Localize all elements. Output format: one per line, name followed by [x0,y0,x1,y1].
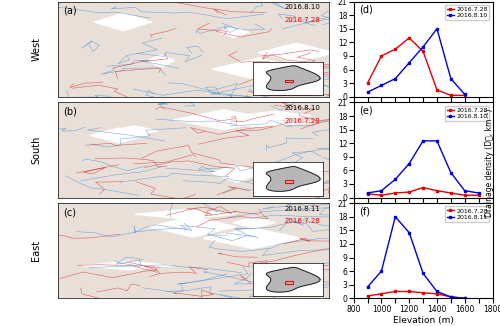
2016.8.10 [378,83,384,87]
Polygon shape [238,111,311,120]
Polygon shape [212,164,262,182]
2016.8.11 [434,289,440,293]
Polygon shape [203,228,302,248]
Polygon shape [147,55,174,67]
2016.8.10 [420,45,426,49]
2016.8.10 [406,162,412,166]
Polygon shape [111,126,158,136]
2016.7.28 [378,54,384,58]
2016.7.28 [462,93,468,97]
Polygon shape [266,60,318,81]
2016.8.10 [434,27,440,31]
2016.8.10 [392,177,398,181]
2016.8.10 [476,191,482,195]
2016.7.28 [448,93,454,97]
2016.8.10 [448,77,454,81]
Polygon shape [258,43,334,62]
2016.7.28 [420,291,426,295]
2016.8.11 [420,272,426,275]
Text: (d): (d) [359,5,373,14]
Polygon shape [219,27,248,38]
2016.8.10 [462,93,468,96]
Legend: 2016.7.28, 2016.8.10: 2016.7.28, 2016.8.10 [445,5,490,20]
2016.8.10 [434,139,440,143]
Text: South: South [32,136,42,164]
Text: 2016.7.28: 2016.7.28 [285,218,320,224]
2016.7.28 [364,294,370,298]
Polygon shape [174,110,274,129]
Polygon shape [82,261,173,270]
Polygon shape [216,120,306,126]
Legend: 2016.7.28, 2016.8.11: 2016.7.28, 2016.8.11 [445,206,490,222]
Text: West: West [32,37,42,61]
2016.8.11 [448,295,454,299]
2016.7.28 [406,190,412,194]
2016.8.10 [406,61,412,65]
2016.7.28 [434,292,440,296]
2016.7.28 [434,189,440,193]
Polygon shape [163,224,202,233]
2016.7.28 [448,295,454,299]
2016.8.11 [462,296,468,300]
Line: 2016.7.28: 2016.7.28 [366,290,466,300]
X-axis label: Elevation (m): Elevation (m) [392,316,454,325]
2016.7.28 [392,47,398,51]
2016.7.28 [364,192,370,196]
2016.8.11 [406,231,412,235]
Line: 2016.8.10: 2016.8.10 [366,140,480,194]
2016.8.10 [378,189,384,193]
2016.7.28 [378,193,384,197]
Text: Drainage density (D₝, km⁻¹): Drainage density (D₝, km⁻¹) [485,109,494,217]
2016.7.28 [462,296,468,300]
2016.7.28 [434,88,440,92]
Text: (c): (c) [64,207,76,217]
2016.7.28 [476,193,482,197]
Polygon shape [90,128,148,143]
Polygon shape [94,13,152,31]
Polygon shape [135,210,234,219]
Text: East: East [32,240,42,261]
Text: 2016.7.28: 2016.7.28 [285,118,320,124]
2016.8.10 [462,189,468,193]
Text: 2016.8.11: 2016.8.11 [284,206,320,212]
Text: 2016.7.28: 2016.7.28 [285,17,320,23]
2016.7.28 [406,36,412,40]
Line: 2016.7.28: 2016.7.28 [366,186,480,197]
Polygon shape [233,217,276,228]
Text: 2016.8.10: 2016.8.10 [284,105,320,111]
2016.7.28 [364,81,370,85]
2016.8.10 [420,139,426,143]
2016.7.28 [406,289,412,293]
2016.8.10 [448,170,454,174]
Text: (b): (b) [64,106,78,116]
2016.8.10 [392,77,398,81]
2016.7.28 [378,292,384,296]
Text: (a): (a) [64,6,77,15]
Polygon shape [212,58,306,80]
Text: (e): (e) [359,105,373,115]
2016.8.11 [364,285,370,289]
2016.7.28 [392,191,398,195]
Polygon shape [150,216,236,237]
Line: 2016.8.10: 2016.8.10 [366,27,466,96]
2016.7.28 [392,289,398,293]
Line: 2016.7.28: 2016.7.28 [366,37,466,97]
2016.7.28 [420,50,426,53]
2016.7.28 [462,193,468,197]
Line: 2016.8.11: 2016.8.11 [366,215,466,300]
2016.8.10 [364,90,370,94]
2016.7.28 [420,185,426,189]
Legend: 2016.7.28, 2016.8.10: 2016.7.28, 2016.8.10 [445,106,490,121]
2016.7.28 [448,191,454,195]
2016.8.11 [392,215,398,219]
Text: 2016.8.10: 2016.8.10 [284,5,320,10]
2016.8.10 [364,191,370,195]
2016.8.11 [378,269,384,273]
Text: (f): (f) [359,206,370,216]
